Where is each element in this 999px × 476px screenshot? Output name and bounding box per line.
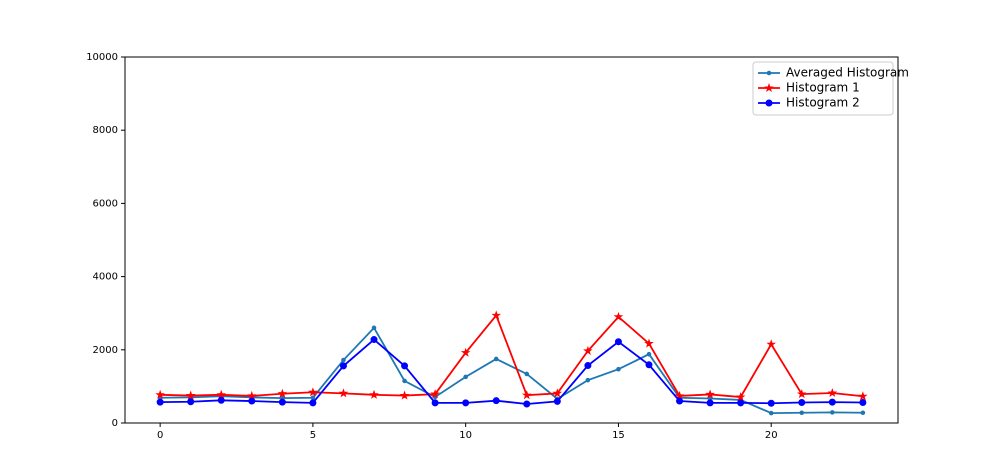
- marker: [431, 399, 439, 407]
- marker: [524, 371, 530, 377]
- marker: [217, 396, 225, 404]
- x-tick-label: 15: [612, 430, 625, 441]
- marker: [491, 310, 501, 320]
- marker: [523, 400, 531, 408]
- marker: [553, 397, 561, 405]
- marker: [764, 82, 774, 93]
- marker: [156, 398, 164, 406]
- series-line: [160, 338, 863, 405]
- marker: [860, 410, 866, 416]
- marker: [401, 362, 409, 370]
- marker: [310, 395, 316, 401]
- marker: [339, 362, 347, 370]
- marker: [399, 390, 410, 400]
- marker: [584, 362, 592, 370]
- marker: [216, 389, 227, 399]
- x-tick-label: 0: [157, 430, 163, 441]
- marker: [460, 347, 471, 357]
- marker: [371, 325, 377, 331]
- marker: [766, 70, 772, 76]
- y-tick-label: 2000: [93, 345, 118, 356]
- marker: [646, 351, 652, 357]
- marker: [155, 389, 165, 399]
- marker: [247, 390, 257, 400]
- marker: [828, 398, 836, 406]
- marker: [341, 357, 346, 363]
- marker: [370, 336, 378, 344]
- marker: [187, 398, 195, 406]
- plot-frame: [124, 56, 899, 424]
- marker: [552, 388, 563, 398]
- marker: [463, 374, 468, 380]
- marker: [706, 399, 714, 407]
- marker: [858, 391, 868, 401]
- marker: [308, 387, 318, 397]
- marker: [309, 399, 317, 407]
- marker: [402, 378, 407, 384]
- marker: [827, 387, 838, 398]
- legend-label: Histogram 2: [786, 96, 860, 110]
- marker: [737, 399, 745, 407]
- marker: [765, 99, 773, 107]
- x-tick-label: 20: [765, 430, 778, 441]
- marker: [522, 390, 532, 400]
- marker: [616, 366, 621, 372]
- marker: [799, 410, 805, 416]
- marker: [705, 389, 715, 399]
- y-tick-label: 4000: [93, 272, 118, 283]
- y-tick-label: 6000: [93, 198, 118, 209]
- marker: [644, 338, 654, 348]
- marker: [369, 389, 379, 399]
- marker: [859, 399, 867, 407]
- legend-box: [752, 61, 894, 116]
- marker: [645, 361, 653, 369]
- y-tick-label: 10000: [86, 52, 118, 63]
- marker: [277, 388, 288, 398]
- marker: [830, 410, 835, 415]
- marker: [614, 338, 622, 346]
- marker: [735, 391, 746, 402]
- marker: [796, 389, 807, 399]
- marker: [462, 399, 470, 407]
- series-line: [160, 313, 863, 398]
- marker: [767, 399, 775, 407]
- marker: [676, 397, 684, 405]
- marker: [493, 356, 499, 362]
- marker: [338, 388, 349, 398]
- marker: [583, 345, 593, 355]
- marker: [768, 410, 774, 416]
- marker: [430, 389, 440, 399]
- legend-label: Averaged Histogram: [786, 66, 909, 80]
- marker: [766, 339, 776, 349]
- x-tick-label: 10: [459, 430, 472, 441]
- marker: [798, 399, 806, 407]
- y-tick-label: 8000: [93, 125, 118, 136]
- marker: [185, 390, 196, 400]
- y-tick-label: 0: [112, 418, 118, 429]
- marker: [278, 398, 286, 406]
- marker: [613, 311, 624, 321]
- legend-label: Histogram 1: [786, 81, 860, 95]
- x-tick-label: 5: [310, 430, 316, 441]
- marker: [674, 390, 685, 400]
- marker: [585, 377, 591, 383]
- marker: [492, 397, 500, 405]
- marker: [248, 397, 256, 405]
